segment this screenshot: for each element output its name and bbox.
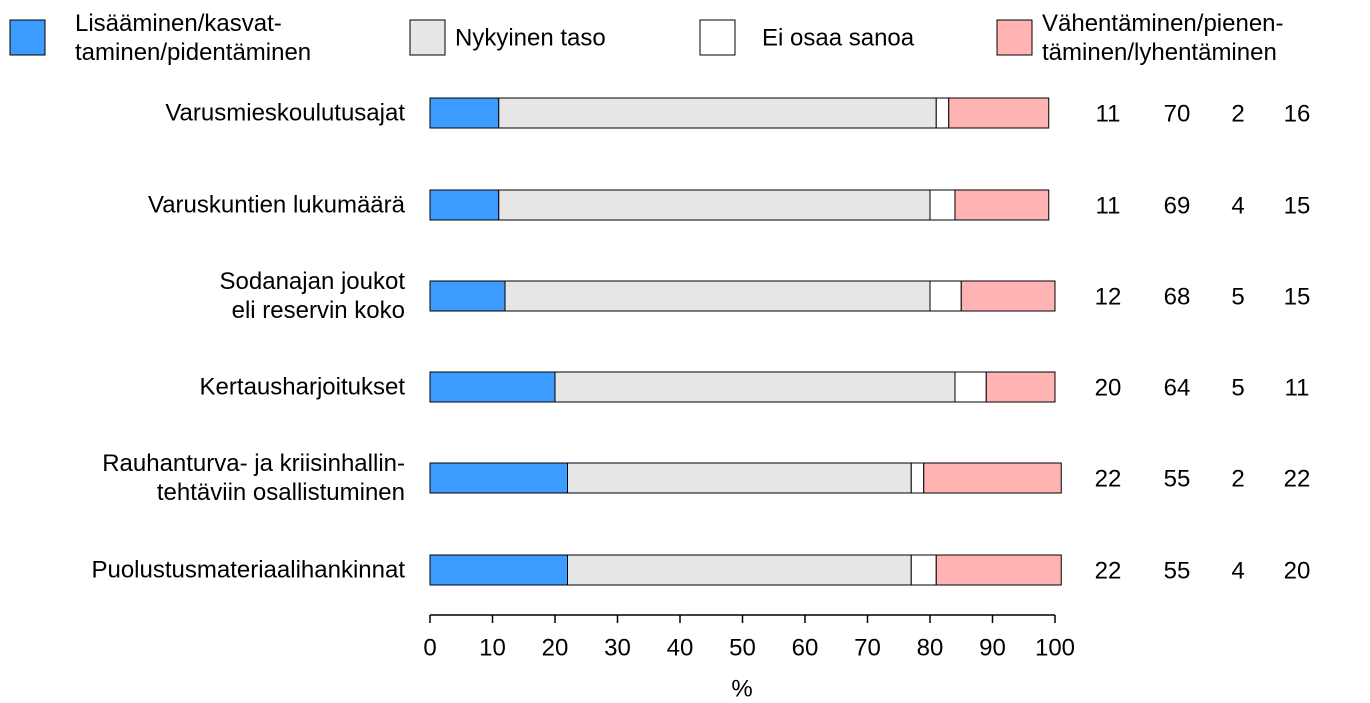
x-axis-label: % — [731, 675, 752, 702]
legend-swatch — [699, 19, 736, 56]
value-label: 11 — [1096, 192, 1121, 219]
value-label: 11 — [1285, 374, 1310, 401]
bar-segment — [554, 371, 956, 403]
bar-segment — [954, 189, 1050, 221]
bar-segment — [429, 97, 500, 129]
value-label: 11 — [1096, 100, 1121, 127]
x-tick-label: 40 — [667, 634, 694, 661]
bar-segment — [429, 462, 568, 494]
bar-segment — [960, 280, 1056, 312]
x-tick-label: 50 — [729, 634, 756, 661]
legend-swatch — [996, 19, 1033, 56]
x-tick-label: 10 — [479, 634, 506, 661]
legend-label: Nykyinen taso — [455, 24, 606, 52]
value-label: 22 — [1095, 465, 1122, 492]
value-label: 4 — [1231, 192, 1244, 219]
value-label: 70 — [1164, 100, 1191, 127]
bar-segment — [910, 462, 925, 494]
bar-segment — [429, 280, 506, 312]
value-label: 55 — [1164, 557, 1191, 584]
category-label: Puolustusmateriaalihankinnat — [91, 556, 405, 584]
bar-segment — [935, 554, 1062, 586]
bar-segment — [567, 554, 912, 586]
legend-swatch — [9, 19, 46, 56]
value-label: 5 — [1231, 374, 1244, 401]
legend-label: Vähentäminen/pienen- täminen/lyhentämine… — [1042, 10, 1284, 66]
value-label: 4 — [1231, 557, 1244, 584]
value-label: 5 — [1231, 283, 1244, 310]
value-label: 15 — [1284, 283, 1311, 310]
bar-segment — [985, 371, 1056, 403]
x-tick-label: 20 — [542, 634, 569, 661]
x-tick-label: 60 — [792, 634, 819, 661]
value-label: 16 — [1284, 100, 1311, 127]
x-tick-label: 70 — [854, 634, 881, 661]
bar-segment — [929, 280, 962, 312]
bar-segment — [429, 554, 568, 586]
value-label: 55 — [1164, 465, 1191, 492]
legend-label: Ei osaa sanoa — [762, 24, 915, 52]
value-label: 2 — [1231, 465, 1244, 492]
category-label: Varusmieskoulutusajat — [165, 99, 405, 127]
value-label: 68 — [1164, 283, 1191, 310]
bar-segment — [498, 97, 937, 129]
category-label: Rauhanturva- ja kriisinhallin- tehtäviin… — [102, 450, 405, 506]
bar-segment — [429, 371, 556, 403]
bar-segment — [567, 462, 912, 494]
value-label: 15 — [1284, 192, 1311, 219]
x-tick-label: 0 — [423, 634, 436, 661]
x-tick-label: 80 — [917, 634, 944, 661]
value-label: 22 — [1284, 465, 1311, 492]
value-label: 69 — [1164, 192, 1191, 219]
value-label: 12 — [1095, 283, 1122, 310]
value-label: 20 — [1095, 374, 1122, 401]
value-label: 20 — [1284, 557, 1311, 584]
category-label: Sodanajan joukot eli reservin koko — [219, 268, 405, 324]
bar-segment — [923, 462, 1062, 494]
value-label: 64 — [1164, 374, 1191, 401]
value-label: 2 — [1231, 100, 1244, 127]
category-label: Varuskuntien lukumäärä — [147, 191, 405, 219]
x-tick-label: 30 — [604, 634, 631, 661]
legend-label: Lisääminen/kasvat- taminen/pidentäminen — [75, 10, 312, 66]
category-label: Kertausharjoitukset — [199, 373, 405, 401]
bar-segment — [504, 280, 931, 312]
value-label: 22 — [1095, 557, 1122, 584]
legend-swatch — [409, 19, 446, 56]
bar-segment — [954, 371, 987, 403]
bar-segment — [929, 189, 956, 221]
bar-segment — [935, 97, 950, 129]
bar-segment — [429, 189, 500, 221]
x-tick-label: 100 — [1035, 634, 1075, 661]
bar-segment — [948, 97, 1050, 129]
bar-segment — [498, 189, 931, 221]
x-tick-label: 90 — [979, 634, 1006, 661]
bar-segment — [910, 554, 937, 586]
